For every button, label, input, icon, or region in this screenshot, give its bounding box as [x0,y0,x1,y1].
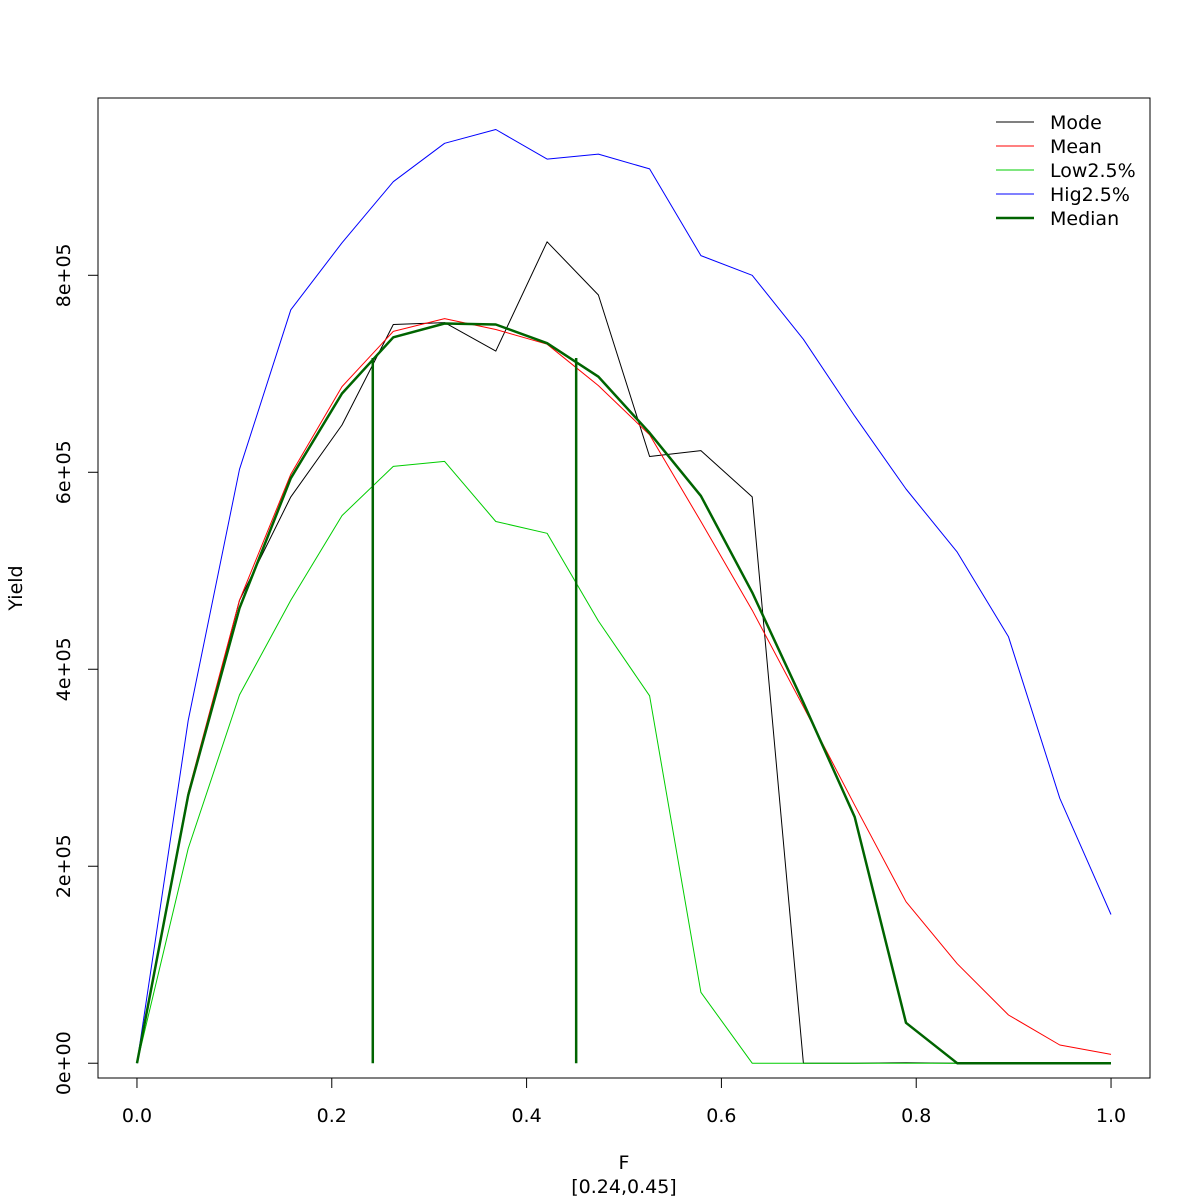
series-line-hig2-5- [136,129,1112,1064]
x-tick-label: 0.2 [317,1105,347,1127]
x-tick-label: 0.8 [901,1105,931,1127]
legend-label: Mode [1050,112,1102,134]
legend-label: Low2.5% [1050,160,1136,182]
legend-label: Median [1050,208,1119,230]
x-tick-label: 0.4 [511,1105,541,1127]
reference-lines [371,358,578,1064]
y-tick-label: 4e+05 [53,637,75,701]
x-axis-label: F [619,1152,630,1174]
series-line-median [135,322,1111,1065]
y-axis-label: Yield [5,565,27,611]
y-tick-label: 8e+05 [53,243,75,307]
series-layer [135,129,1112,1065]
x-tick-label: 0.6 [706,1105,736,1127]
y-tick-label: 6e+05 [53,440,75,504]
y-tick-label: 0e+00 [53,1031,75,1095]
legend-label: Mean [1050,136,1102,158]
plot-frame [97,97,1151,1079]
series-line-mode [136,241,1111,1064]
legend-label: Hig2.5% [1050,184,1130,206]
x-axis: 0.0 0.2 0.4 0.6 0.8 1.0 [122,1077,1126,1127]
x-tick-label: 1.0 [1096,1105,1126,1127]
x-tick-label: 0.0 [122,1105,152,1127]
x-axis-sublabel: [0.24,0.45] [571,1176,676,1198]
series-line-mean [136,318,1112,1064]
y-tick-label: 2e+05 [53,834,75,898]
series-line-low2-5- [136,460,1111,1064]
y-axis: 0e+00 2e+05 4e+05 6e+05 8e+05 [53,243,99,1095]
